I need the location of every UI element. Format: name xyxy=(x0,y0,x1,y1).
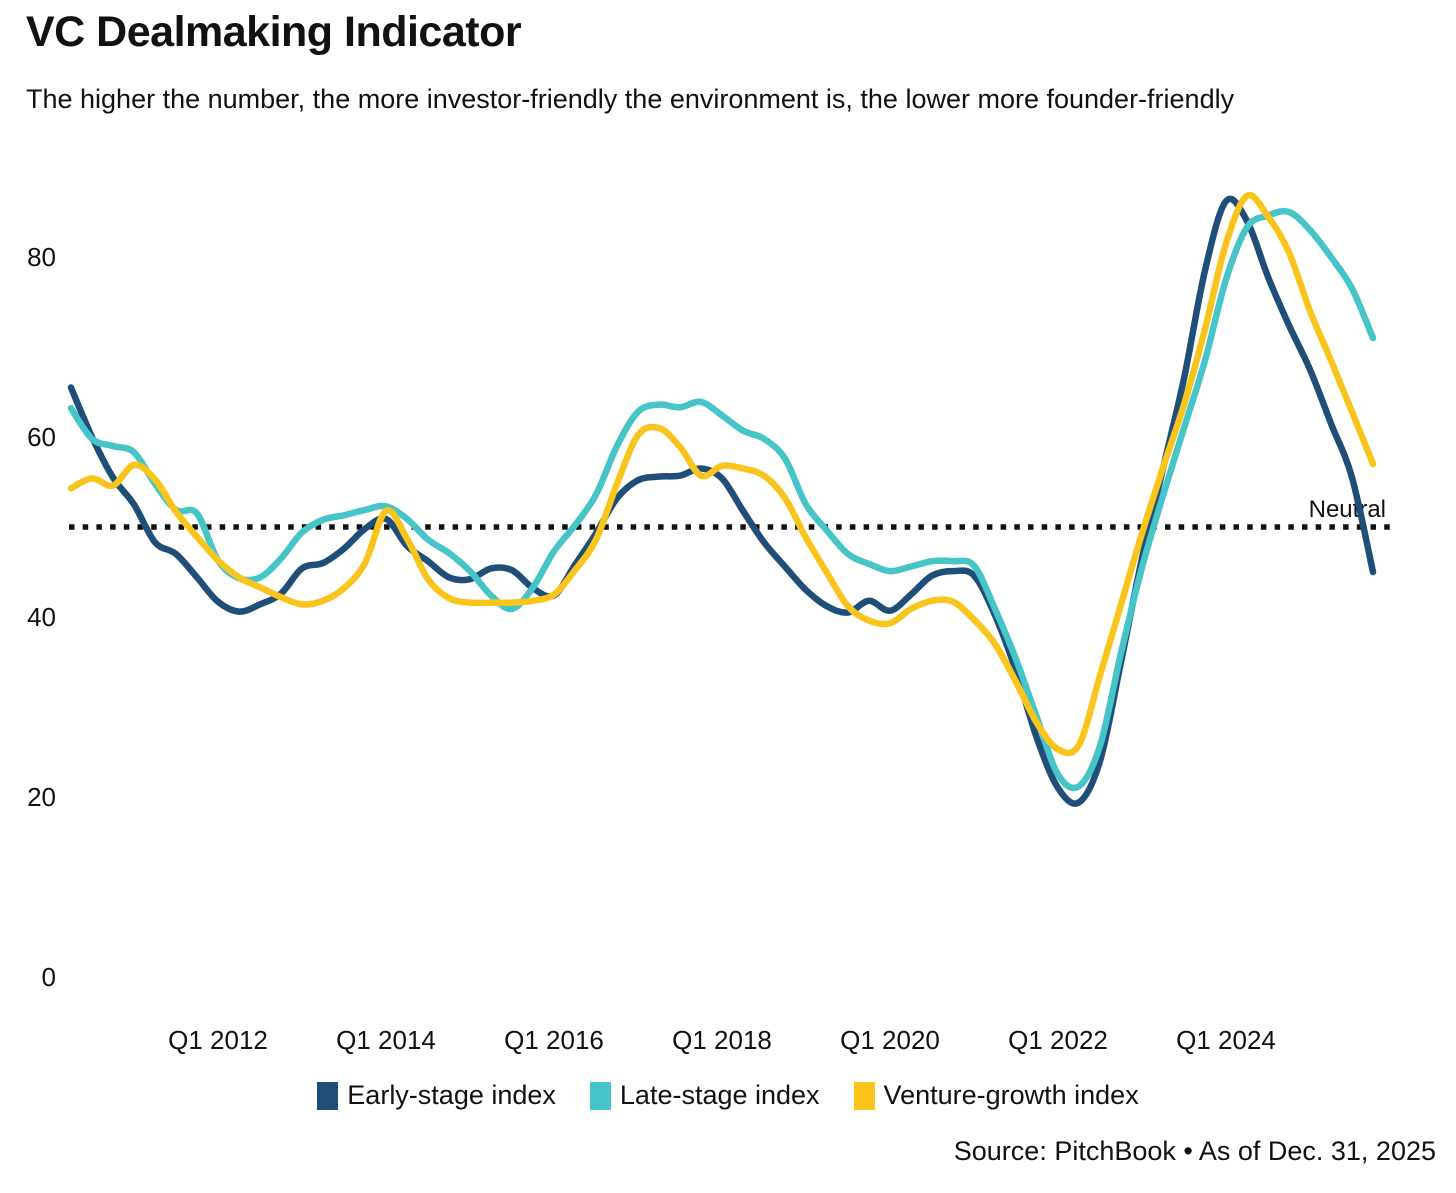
y-axis: 80 60 40 20 0 xyxy=(27,242,56,992)
series-line-early-stage-index xyxy=(67,195,1377,807)
page-subtitle: The higher the number, the more investor… xyxy=(26,84,1235,114)
legend-label: Late-stage index xyxy=(619,1080,820,1110)
source-attribution: Source: PitchBook • As of Dec. 31, 2025 xyxy=(953,1136,1436,1166)
series-line-venture-growth-index xyxy=(67,191,1377,757)
legend-item-late-stage-index: Late-stage index xyxy=(589,1080,820,1111)
x-axis-tick-label: Q1 2020 xyxy=(840,1025,940,1055)
y-axis-tick-label: 40 xyxy=(27,602,56,632)
y-axis-tick-label: 0 xyxy=(42,962,56,992)
x-axis-tick-label: Q1 2024 xyxy=(1176,1025,1276,1055)
x-axis-tick-label: Q1 2022 xyxy=(1008,1025,1108,1055)
legend-swatch-early-stage-index xyxy=(317,1081,339,1110)
y-axis-tick-label: 20 xyxy=(27,782,56,812)
x-axis: Q1 2012 Q1 2014 Q1 2016 Q1 2018 Q1 2020 Q1 20… xyxy=(168,1025,1276,1055)
x-axis-tick-label: Q1 2012 xyxy=(168,1025,268,1055)
x-axis-tick-label: Q1 2014 xyxy=(336,1025,436,1055)
y-axis-tick-label: 60 xyxy=(27,422,56,452)
chart-legend: Early-stage index Late-stage index Venture… xyxy=(0,1080,1456,1111)
series-lines xyxy=(67,191,1377,807)
x-axis-tick-label: Q1 2018 xyxy=(672,1025,772,1055)
x-axis-tick-label: Q1 2016 xyxy=(504,1025,604,1055)
legend-label: Early-stage index xyxy=(347,1080,556,1110)
page-title: VC Dealmaking Indicator xyxy=(26,8,522,56)
neutral-line-label: Neutral xyxy=(1309,496,1386,523)
legend-swatch-late-stage-index xyxy=(589,1081,611,1110)
legend-label: Venture-growth index xyxy=(883,1080,1139,1110)
legend-item-early-stage-index: Early-stage index xyxy=(317,1080,556,1111)
series-line-late-stage-index xyxy=(67,207,1377,792)
legend-swatch-venture-growth-index xyxy=(853,1081,875,1110)
legend-item-venture-growth-index: Venture-growth index xyxy=(853,1080,1139,1111)
y-axis-tick-label: 80 xyxy=(27,242,56,272)
